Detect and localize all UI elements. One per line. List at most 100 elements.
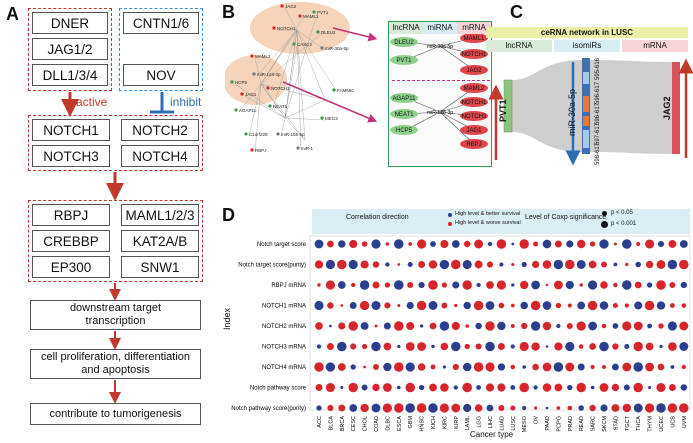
bubble	[578, 405, 584, 411]
bubble	[611, 383, 620, 392]
bubble	[462, 259, 472, 270]
network-node	[276, 132, 280, 136]
inset-mrna-shape	[460, 125, 488, 135]
ligand-dner: DNER	[32, 12, 108, 34]
bubble	[680, 281, 687, 289]
bubble	[499, 262, 504, 267]
bubble	[670, 365, 675, 369]
bubble	[363, 365, 366, 369]
legend-bar	[312, 209, 690, 234]
bubble	[474, 260, 483, 269]
bubble	[522, 405, 527, 411]
bubble	[656, 382, 666, 393]
bubble	[556, 323, 561, 329]
bubble	[315, 322, 323, 330]
bubble	[327, 302, 334, 309]
bubble	[613, 242, 617, 246]
bubble	[567, 303, 572, 308]
bubble	[567, 405, 573, 411]
bubble	[590, 385, 595, 390]
ce-col-iso: isomiRs	[554, 40, 620, 52]
bubble	[624, 303, 629, 308]
bubble	[430, 241, 436, 247]
bubble	[599, 341, 609, 352]
bubble	[327, 240, 334, 248]
bubble	[315, 384, 323, 391]
row-label: NOTCH1 mRNA	[262, 304, 306, 310]
bubble	[384, 302, 391, 309]
ce-inset-divider	[392, 80, 490, 81]
bubble	[429, 322, 437, 330]
bubble	[612, 323, 619, 329]
receptor-notch4: NOTCH4	[121, 145, 199, 167]
inset-lncrna: DLEU2	[390, 37, 418, 47]
bubble	[624, 343, 630, 350]
bubble	[451, 341, 461, 352]
col-label: DLBC	[385, 416, 391, 431]
bubble	[418, 384, 425, 391]
bubble	[589, 343, 596, 350]
bubble	[510, 385, 516, 390]
bubble	[463, 403, 472, 413]
network-node	[266, 86, 270, 90]
inset-mrna-text: JAG2	[466, 68, 482, 74]
col-label: GBM	[408, 416, 414, 429]
inset-lncrna-text: HCP5	[396, 128, 413, 134]
bubble	[565, 259, 575, 270]
bubble	[636, 242, 641, 246]
bubble	[554, 240, 562, 248]
network-node	[316, 30, 320, 34]
inset-lncrna-text: NEAT1	[395, 112, 415, 118]
col-label: CESC	[351, 416, 357, 431]
legend-blue-label: High level & better survival	[455, 211, 521, 217]
bubble	[634, 301, 643, 310]
ce-header-m: mRNA	[457, 22, 491, 34]
receptor-group	[28, 115, 203, 171]
bubble	[519, 382, 529, 393]
inset-mrna-shape	[460, 111, 488, 121]
bubble	[599, 301, 609, 310]
isomir-5: 598-617	[595, 142, 601, 165]
bubble	[657, 363, 665, 371]
col-label: BRCA	[340, 416, 346, 432]
bubble	[530, 321, 541, 331]
bubble	[542, 239, 552, 249]
bubble	[383, 342, 392, 351]
bubble	[576, 260, 586, 269]
col-label: READ	[579, 416, 585, 431]
inset-mirna-bottom: miR-128-3p	[427, 110, 453, 116]
inset-mrna-text: NOTCH3	[462, 114, 487, 120]
bubble	[340, 385, 344, 390]
col-label: THCA	[636, 416, 642, 431]
bubble	[645, 239, 655, 249]
network-edge	[254, 83, 262, 153]
bubble	[545, 345, 549, 348]
col-label: ESCA	[397, 416, 403, 431]
bubble	[475, 322, 482, 330]
bubble	[462, 382, 472, 393]
bubble	[417, 239, 427, 249]
ligand-dll: DLL1/3/4	[32, 64, 108, 86]
bubble	[485, 341, 495, 352]
inset-mrna-shape	[460, 65, 488, 75]
active-label: active	[76, 95, 108, 109]
bubble	[668, 342, 677, 351]
col-label: PAAD	[545, 416, 551, 431]
network-label: MAML2	[255, 54, 271, 59]
bubble	[329, 324, 332, 328]
bubble	[317, 283, 321, 287]
row-label: RBPJ mRNA	[271, 283, 306, 289]
bubble	[542, 321, 552, 331]
col-label: SKCM	[602, 416, 608, 432]
network-edge	[260, 83, 272, 91]
bubble	[384, 282, 391, 288]
legend-direction-title: Correlation direction	[346, 214, 409, 221]
bubble	[465, 324, 470, 328]
col-label: UCS	[670, 416, 676, 428]
bubble	[589, 241, 596, 247]
bubble	[439, 321, 450, 331]
col-label: SARC	[591, 416, 597, 431]
panel-b-label: B	[222, 2, 235, 22]
bubble	[530, 300, 541, 311]
